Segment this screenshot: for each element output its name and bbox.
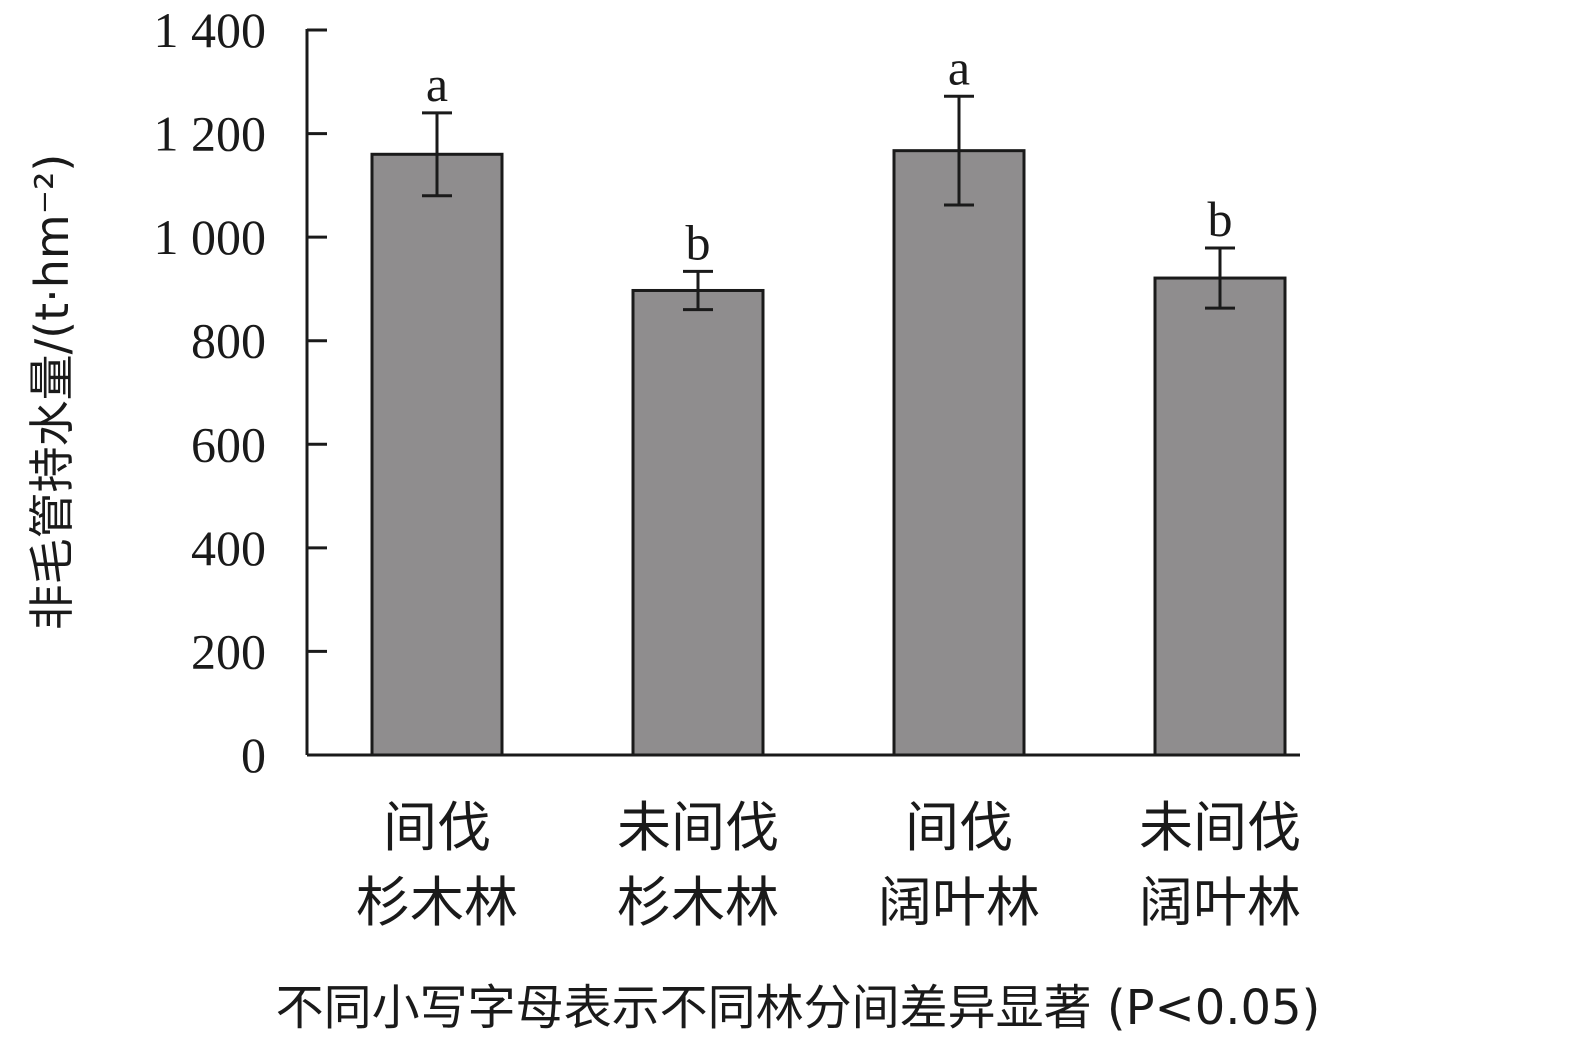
significance-label: a (948, 39, 970, 95)
significance-label: a (426, 56, 448, 112)
error-bars (422, 94, 1235, 312)
y-tick-label: 0 (241, 727, 266, 783)
significance-labels: a b a b (426, 39, 1233, 270)
x-category-label: 未间伐 (1139, 796, 1301, 859)
x-category-label: 间伐 (383, 796, 491, 859)
y-axis: 0 200 400 600 800 1 000 1 200 1 400 (154, 2, 1300, 783)
y-tick-label: 1 400 (154, 2, 267, 58)
y-tick-label: 1 000 (154, 209, 267, 265)
bar (631, 288, 765, 757)
x-category-label: 杉木林 (356, 871, 518, 934)
x-category-label: 杉木林 (617, 871, 779, 934)
x-category-label: 阔叶林 (1139, 871, 1301, 934)
bar (370, 152, 504, 757)
y-tick-label: 800 (191, 313, 266, 369)
x-category-label: 未间伐 (617, 796, 779, 859)
chart-caption: 不同小写字母表示不同林分间差异显著 (P<0.05) (276, 980, 1321, 1036)
y-axis-label: 非毛管持水量/(t·hm⁻²) (25, 154, 79, 631)
y-tick-label: 200 (191, 623, 266, 679)
bars (370, 149, 1287, 757)
y-tick-label: 1 200 (154, 106, 267, 162)
bar (1153, 276, 1287, 757)
x-category-label: 阔叶林 (878, 871, 1040, 934)
x-category-label: 间伐 (905, 796, 1013, 859)
significance-label: b (686, 214, 711, 270)
y-tick-label: 400 (191, 520, 266, 576)
significance-label: b (1208, 191, 1233, 247)
y-tick-label: 600 (191, 416, 266, 472)
bar (892, 149, 1026, 757)
